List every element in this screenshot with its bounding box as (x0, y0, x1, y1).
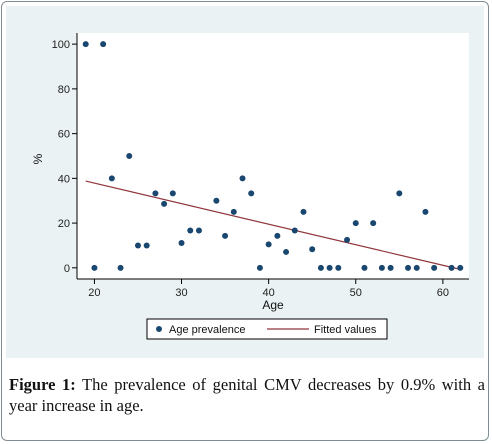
data-point (326, 264, 333, 271)
data-point (291, 227, 298, 234)
figure-text: The prevalence of genital CMV decreases … (9, 375, 485, 415)
data-point (457, 264, 464, 271)
data-point (422, 208, 429, 215)
y-axis-title: % (31, 153, 45, 164)
data-point (413, 264, 420, 271)
data-point (230, 208, 237, 215)
data-point (361, 264, 368, 271)
legend-point-marker (156, 326, 162, 332)
scatter-plot: 0 20 40 60 80 100 20 30 40 50 60 Age% Age prevalence… (31, 33, 469, 340)
y-tick-label: 20 (58, 218, 70, 230)
data-point (134, 242, 141, 249)
data-point (239, 175, 246, 182)
x-tick-label: 50 (350, 287, 362, 299)
figure-caption: Figure 1: The prevalence of genital CMV … (9, 374, 485, 416)
x-tick-label: 60 (437, 287, 449, 299)
data-point (396, 190, 403, 197)
data-point (344, 236, 351, 243)
data-point (117, 264, 124, 271)
y-tick-label: 100 (52, 39, 70, 51)
data-point (222, 232, 229, 239)
data-point (300, 208, 307, 215)
legend-label-age-prevalence: Age prevalence (169, 324, 245, 336)
fitted-values-line (85, 180, 461, 270)
data-point (248, 190, 255, 197)
data-point (405, 264, 412, 271)
data-point (309, 246, 316, 253)
data-point (370, 220, 377, 227)
y-tick-label: 40 (58, 173, 70, 185)
data-point (82, 41, 89, 48)
data-point (187, 227, 194, 234)
data-point (265, 241, 272, 248)
data-point (169, 190, 176, 197)
x-tick-label: 30 (175, 287, 187, 299)
data-point (91, 264, 98, 271)
data-point (317, 264, 324, 271)
data-point (378, 264, 385, 271)
data-point (274, 232, 281, 239)
data-point (108, 175, 115, 182)
data-point (126, 153, 133, 159)
data-point (195, 227, 202, 234)
data-point (335, 264, 342, 271)
x-tick-label: 40 (263, 287, 275, 299)
data-point (352, 220, 359, 227)
data-point (387, 264, 394, 271)
figure-label: Figure 1: (9, 375, 76, 394)
data-point (152, 190, 159, 197)
data-point (431, 264, 438, 271)
data-point (178, 239, 185, 246)
plot-area (77, 33, 469, 279)
x-axis-title: Age (262, 298, 284, 312)
x-tick-label: 20 (88, 287, 100, 299)
data-point (213, 197, 220, 204)
data-point (143, 242, 150, 249)
y-tick-label: 80 (58, 84, 70, 96)
data-point (283, 248, 290, 255)
data-point (256, 264, 263, 271)
data-point (161, 200, 168, 207)
data-point (100, 41, 107, 48)
y-tick-label: 0 (64, 263, 70, 275)
y-tick-label: 60 (58, 129, 70, 141)
data-point (448, 264, 455, 271)
legend-label-fitted-values: Fitted values (314, 324, 377, 336)
